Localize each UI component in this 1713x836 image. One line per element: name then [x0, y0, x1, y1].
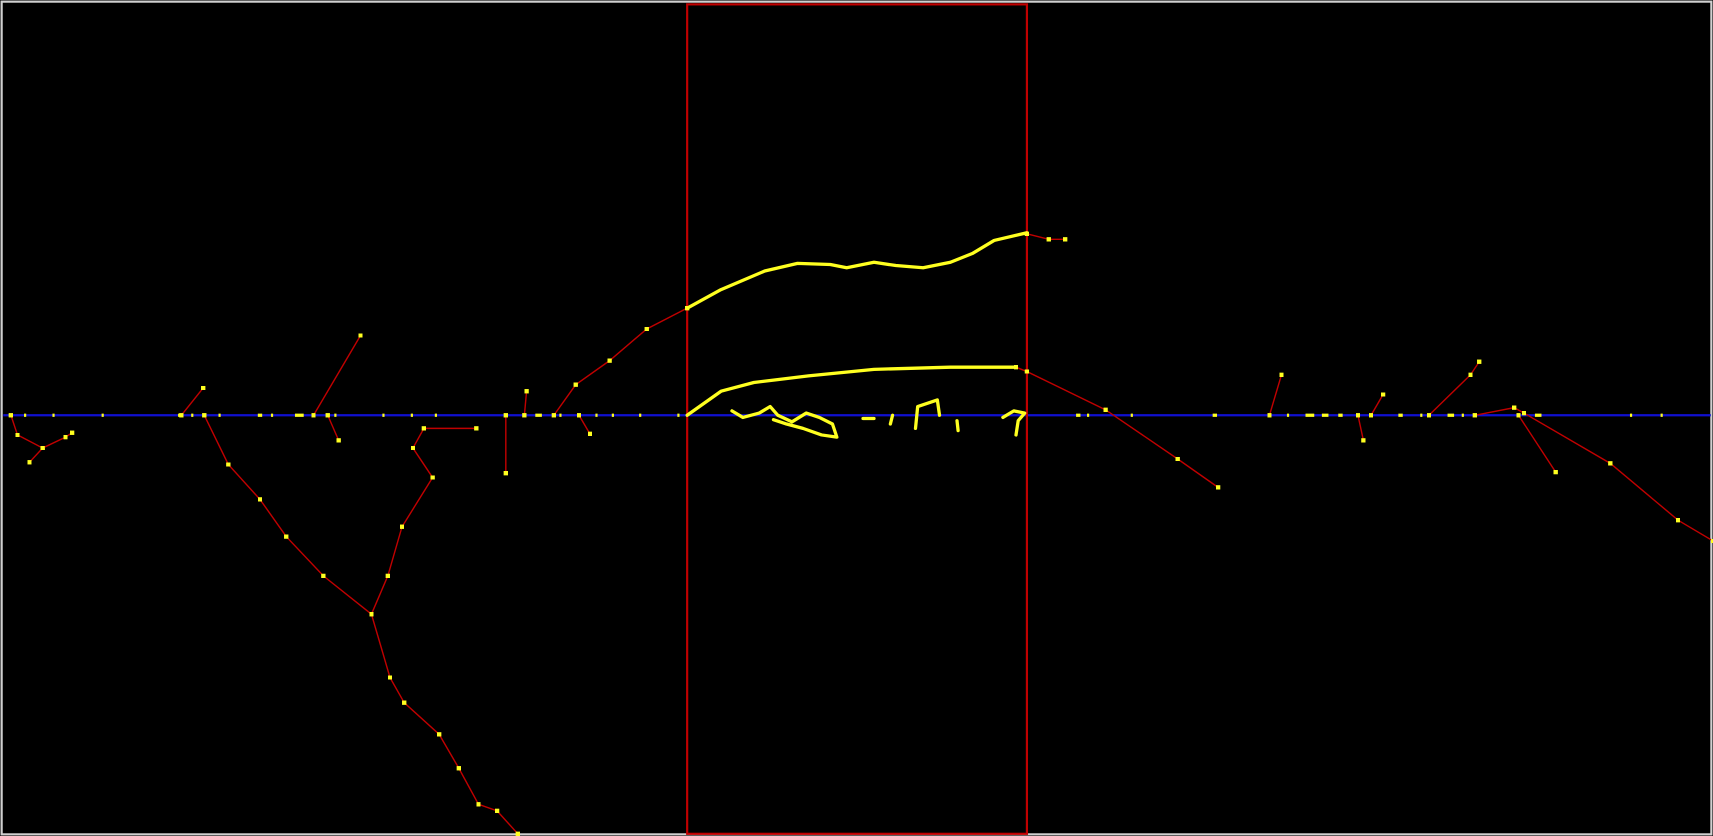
- hit-cluster: [890, 415, 892, 424]
- background: [0, 0, 1713, 836]
- hit-cluster: [957, 421, 958, 431]
- page: (() => { const data = JSON.parse(documen…: [0, 0, 1713, 836]
- event-display: [0, 0, 1713, 836]
